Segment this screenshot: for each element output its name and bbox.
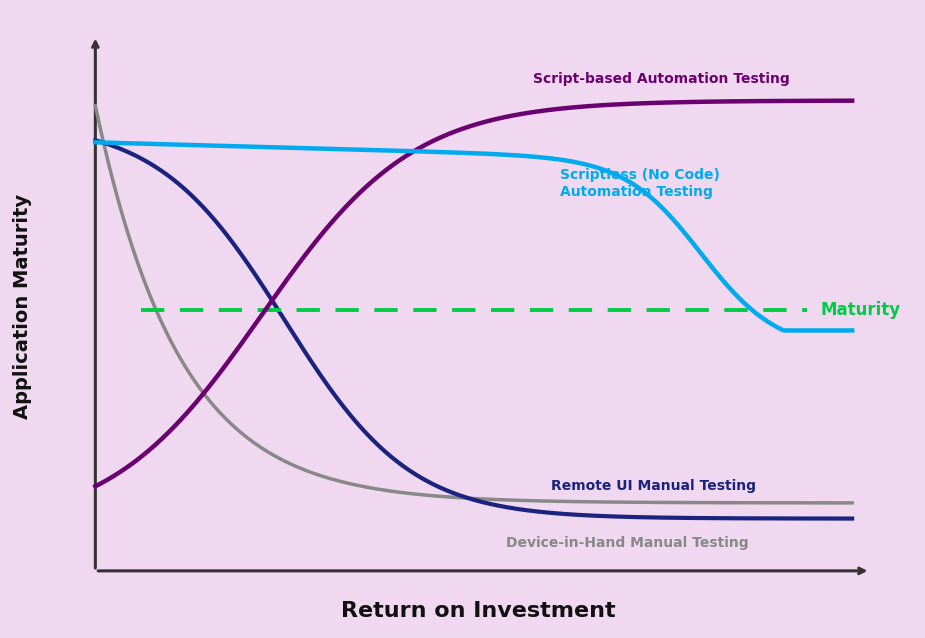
Text: Remote UI Manual Testing: Remote UI Manual Testing	[551, 479, 757, 493]
Text: Script-based Automation Testing: Script-based Automation Testing	[533, 72, 790, 86]
Text: Device-in-Hand Manual Testing: Device-in-Hand Manual Testing	[506, 535, 748, 549]
Text: Return on Investment: Return on Investment	[341, 601, 616, 621]
Text: Maturity: Maturity	[820, 300, 900, 318]
Text: Scriptless (No Code)
Automation Testing: Scriptless (No Code) Automation Testing	[561, 168, 721, 199]
Text: Application Maturity: Application Maturity	[13, 194, 31, 419]
